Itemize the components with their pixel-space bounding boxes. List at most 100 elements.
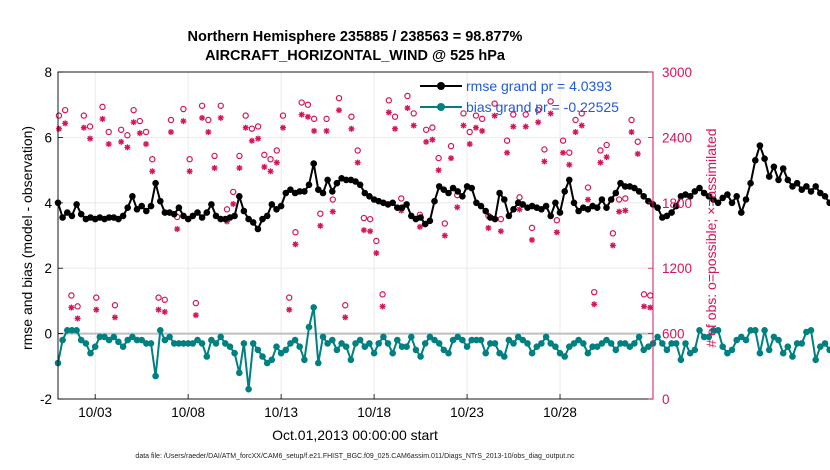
- obs-possible-point: [223, 206, 231, 213]
- obs-assimilated-point: [528, 236, 535, 243]
- rmse-point: [738, 209, 745, 216]
- data-file-footer: data file: /Users/raeder/DAI/ATM_forcXX/…: [135, 453, 575, 460]
- rmse-point: [598, 196, 606, 203]
- bias-point: [491, 340, 499, 347]
- rmse-point: [203, 209, 211, 216]
- bias-point: [115, 338, 122, 346]
- bias-point: [82, 340, 90, 347]
- obs-assimilated-stroke: [560, 150, 566, 156]
- obs-assimilated-stroke: [585, 196, 591, 203]
- obs-assimilated-point: [392, 125, 399, 132]
- rmse-point: [454, 188, 462, 195]
- obs-assimilated-stroke: [404, 105, 411, 111]
- obs-assimilated-point: [199, 114, 206, 121]
- bias-point: [124, 336, 131, 344]
- bias-point: [361, 343, 369, 351]
- obs-assimilated-point: [273, 159, 280, 166]
- obs-assimilated-point: [336, 107, 343, 114]
- y-tick-label-right: 1200: [662, 261, 692, 276]
- obs-assimilated-point: [124, 144, 131, 151]
- bias-point: [473, 336, 480, 344]
- x-tick-label: 10/18: [357, 405, 391, 420]
- obs-assimilated-point: [62, 120, 69, 127]
- rmse-point: [510, 206, 517, 213]
- bias-point: [403, 343, 410, 351]
- bias-point: [784, 343, 792, 351]
- bias-point: [640, 346, 647, 354]
- rmse-point: [542, 202, 550, 210]
- rmse-point: [505, 212, 513, 220]
- bias-point: [282, 346, 290, 354]
- obs-possible-point: [360, 214, 368, 222]
- obs-assimilated-point: [584, 196, 591, 203]
- obs-assimilated-point: [329, 208, 336, 215]
- obs-possible-point: [68, 292, 75, 299]
- rmse-point: [449, 184, 457, 192]
- obs-possible-point: [317, 210, 324, 217]
- rmse-point: [473, 199, 480, 207]
- obs-possible-point: [117, 126, 125, 133]
- obs-assimilated-stroke: [280, 125, 286, 131]
- bias-point: [440, 346, 448, 354]
- obs-assimilated-point: [404, 105, 411, 112]
- obs-assimilated-point: [497, 228, 504, 235]
- bias-point: [445, 349, 452, 357]
- rmse-point: [366, 193, 373, 200]
- bias-point: [570, 340, 578, 347]
- rmse-point: [426, 217, 434, 225]
- rmse-point: [119, 212, 127, 220]
- bias-point: [329, 336, 336, 344]
- bias-point: [64, 327, 71, 334]
- bias-point: [73, 327, 80, 334]
- obs-assimilated-point: [547, 110, 554, 117]
- obs-assimilated-stroke: [199, 115, 205, 121]
- rmse-point: [212, 212, 220, 220]
- obs-assimilated-stroke: [87, 135, 93, 142]
- obs-possible-point: [149, 155, 156, 163]
- obs-possible-point: [261, 151, 268, 159]
- obs-possible-point: [447, 142, 455, 150]
- bias-point: [696, 327, 703, 334]
- obs-assimilated-stroke: [249, 138, 255, 144]
- rmse-point: [826, 199, 830, 207]
- obs-assimilated-point: [348, 125, 355, 132]
- obs-assimilated-stroke: [267, 168, 274, 174]
- obs-possible-point: [304, 101, 312, 108]
- obs-assimilated-point: [634, 150, 641, 157]
- rmse-point: [180, 212, 187, 220]
- bias-point: [236, 369, 243, 377]
- bias-point: [654, 333, 661, 341]
- y-tick-label-left: 6: [44, 130, 52, 145]
- obs-assimilated-point: [373, 250, 380, 257]
- rmse-point: [245, 215, 252, 223]
- rmse-point: [440, 186, 448, 193]
- rmse-point: [817, 189, 824, 197]
- obs-possible-point: [55, 112, 63, 119]
- obs-assimilated-stroke: [603, 154, 610, 160]
- obs-assimilated-point: [367, 228, 374, 235]
- y-tick-label-right: 1800: [662, 196, 692, 211]
- obs-assimilated-stroke: [317, 223, 323, 229]
- obs-assimilated-point: [597, 159, 604, 166]
- bias-point: [454, 333, 462, 341]
- rmse-point: [296, 188, 304, 195]
- obs-possible-point: [80, 112, 88, 119]
- obs-assimilated-point: [186, 168, 193, 175]
- bias-point: [524, 340, 531, 347]
- obs-possible-point: [186, 155, 193, 163]
- obs-assimilated-point: [360, 227, 367, 234]
- rmse-point: [435, 183, 443, 190]
- obs-possible-point: [634, 138, 641, 145]
- rmse-point: [208, 201, 215, 208]
- obs-assimilated-stroke: [342, 314, 348, 321]
- bias-point: [789, 353, 796, 360]
- rmse-point: [468, 184, 476, 192]
- bias-point: [226, 343, 234, 351]
- obs-assimilated-stroke: [56, 126, 62, 132]
- obs-possible-point: [441, 220, 449, 227]
- rmse-point: [394, 204, 401, 211]
- bias-point: [533, 343, 541, 351]
- bias-point: [189, 340, 197, 347]
- bias-point: [738, 333, 745, 341]
- y-tick-label-left: 8: [44, 65, 52, 80]
